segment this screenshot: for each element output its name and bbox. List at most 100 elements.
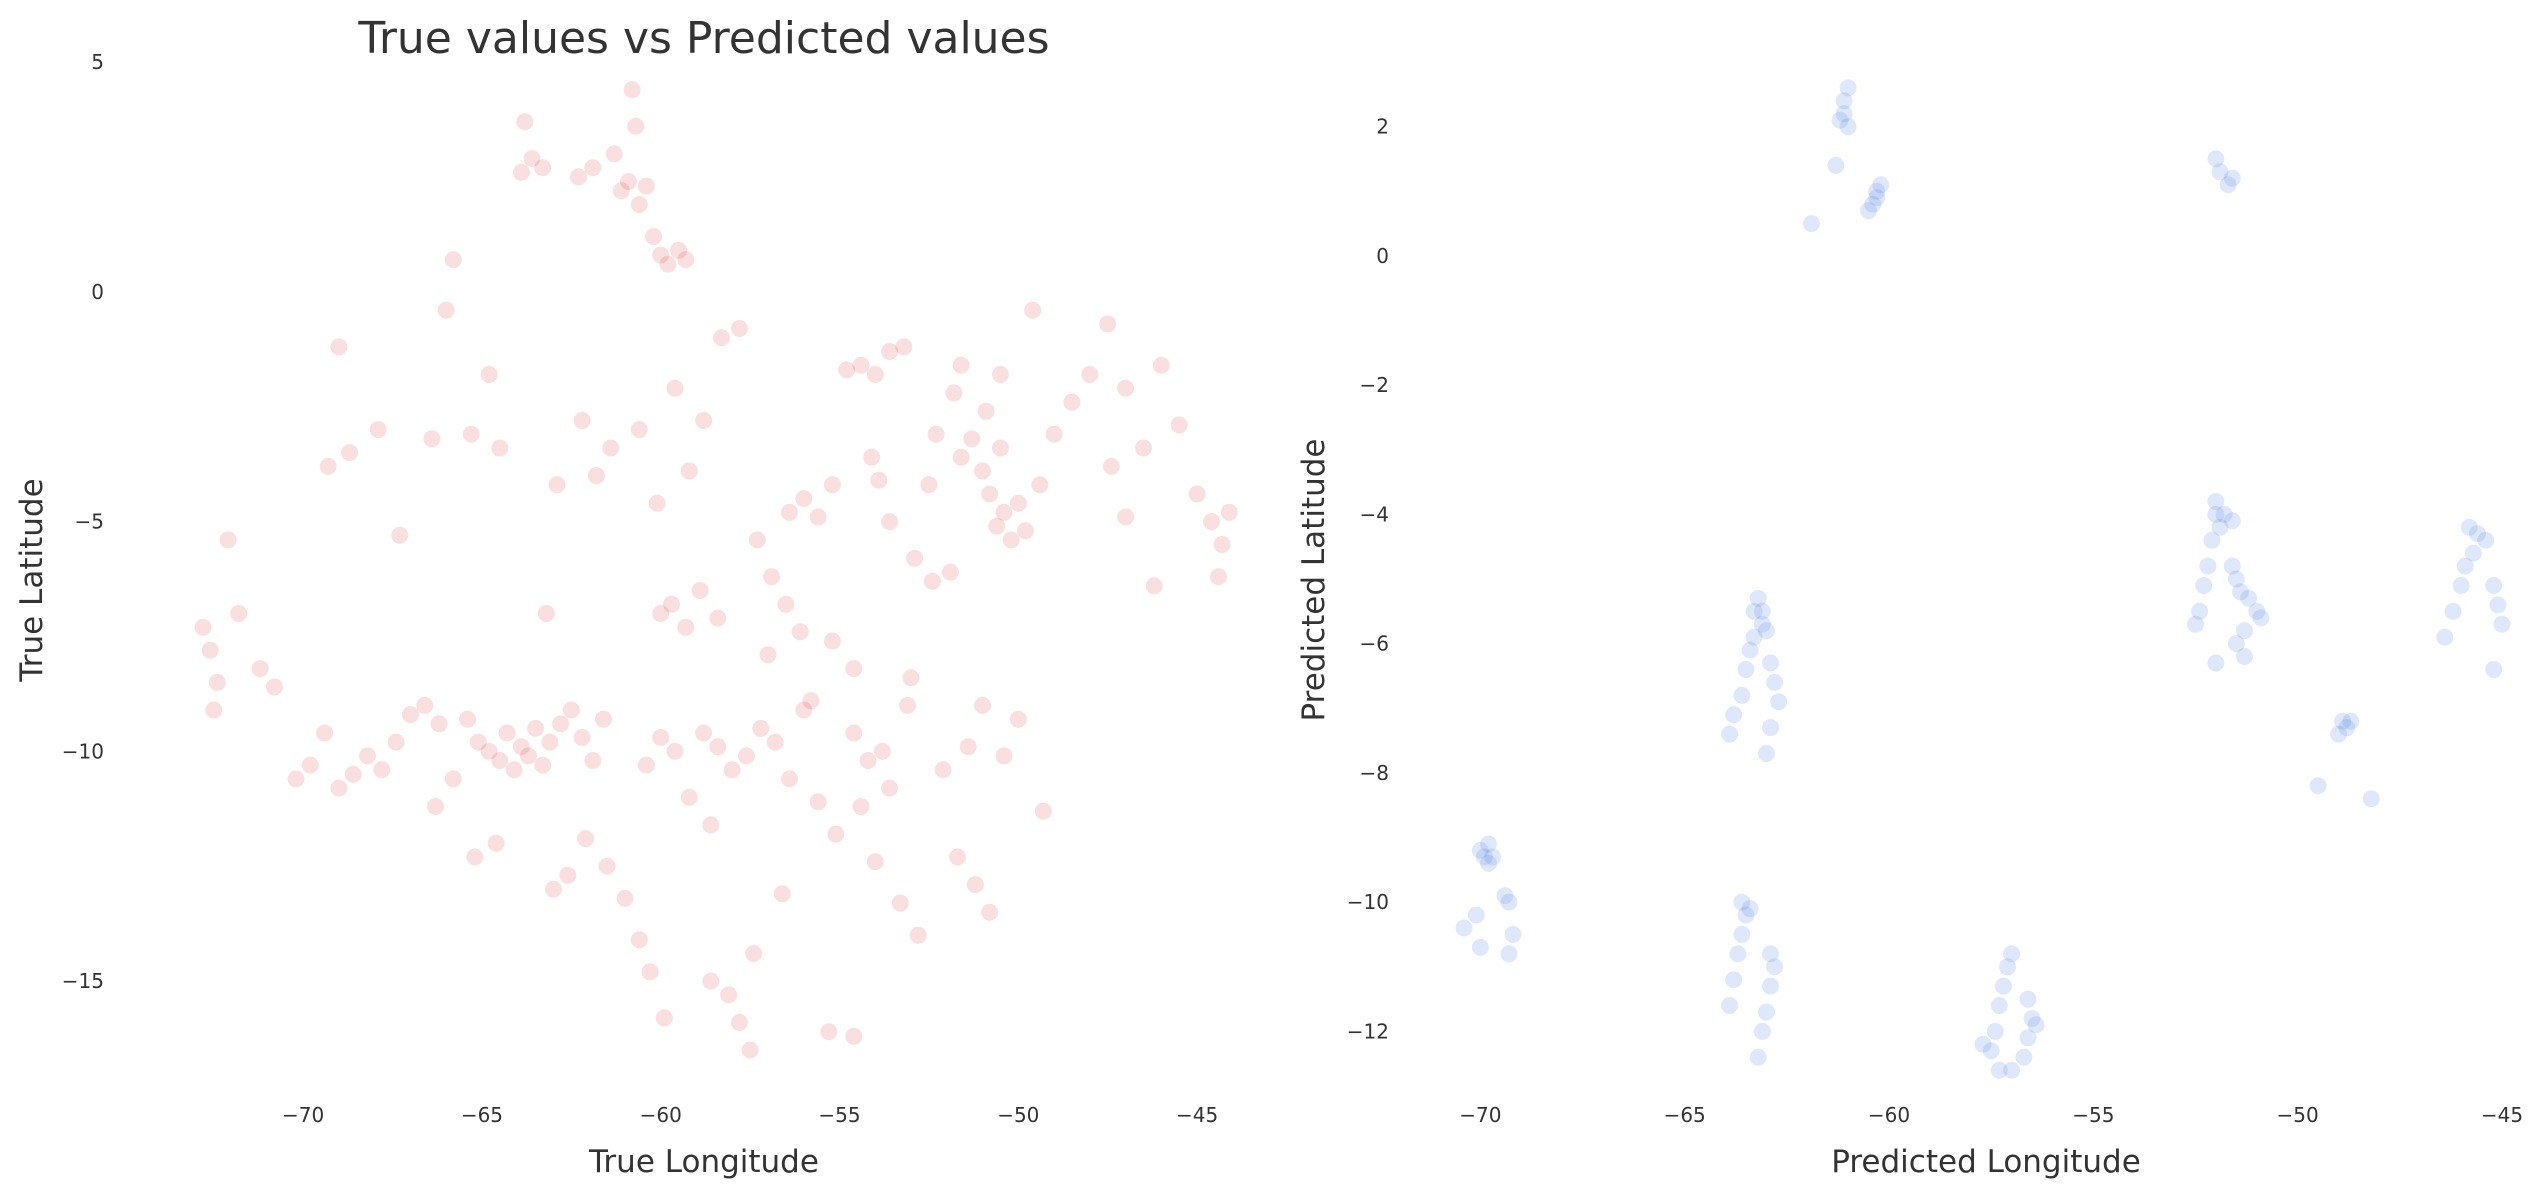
- scatter-point: [1467, 906, 1485, 924]
- scatter-point: [602, 439, 620, 457]
- scatter-point: [2469, 525, 2486, 543]
- x-tick-label: −70: [1459, 1103, 1501, 1127]
- scatter-point: [991, 439, 1009, 457]
- scatter-point: [2338, 719, 2356, 737]
- scatter-point: [301, 756, 319, 774]
- scatter-point: [1729, 945, 1747, 963]
- scatter-point: [730, 320, 748, 337]
- tick-labels: −70 −65 −60 −55 −50 −45 5 0 −5 −10 −15: [62, 50, 1218, 1127]
- scatter-point: [630, 196, 648, 213]
- scatter-point: [652, 729, 670, 746]
- scatter-point: [341, 444, 359, 462]
- scatter-point: [2019, 1029, 2037, 1047]
- scatter-point: [680, 788, 698, 806]
- scatter-point: [670, 241, 688, 259]
- scatter-point: [866, 853, 884, 871]
- scatter-point: [934, 761, 952, 779]
- scatter-point: [941, 563, 959, 581]
- scatter-point: [695, 724, 713, 742]
- scatter-point: [2489, 596, 2507, 614]
- scatter-point: [791, 623, 809, 641]
- scatter-point: [2444, 602, 2462, 620]
- scatter-point: [1749, 589, 1767, 607]
- scatter-point: [1733, 893, 1751, 911]
- scatter-point: [2464, 544, 2482, 562]
- scatter-point: [988, 517, 1006, 535]
- scatter-point: [559, 866, 577, 884]
- scatter-point: [663, 595, 680, 613]
- scatter-point: [781, 503, 798, 521]
- scatter-point: [330, 779, 348, 797]
- scatter-point: [2211, 163, 2229, 181]
- scatter-point: [1152, 356, 1170, 374]
- x-tick-label: −55: [2072, 1103, 2114, 1127]
- scatter-point: [1741, 641, 1759, 659]
- scatter-point: [891, 894, 909, 912]
- scatter-point: [219, 531, 237, 549]
- y-tick-label: −10: [1347, 890, 1389, 914]
- scatter-point: [1745, 602, 1763, 620]
- scatter-point: [1117, 508, 1135, 526]
- scatter-point: [469, 733, 487, 751]
- scatter-point: [584, 752, 602, 769]
- scatter-point: [1753, 602, 1771, 620]
- scatter-point: [498, 724, 516, 742]
- scatter-point: [627, 117, 645, 135]
- scatter-point: [1024, 301, 1042, 319]
- scatter-point: [909, 926, 927, 944]
- scatter-point: [752, 719, 770, 737]
- scatter-point: [1986, 1022, 2004, 1040]
- y-tick-label: −6: [1360, 632, 1389, 656]
- scatter-point: [1762, 719, 1779, 737]
- scatter-point: [981, 485, 999, 503]
- scatter-point: [677, 618, 695, 636]
- scatter-point: [287, 770, 305, 788]
- scatter-point: [1002, 531, 1020, 549]
- scatter-point: [1868, 182, 1886, 200]
- scatter-point: [666, 379, 684, 397]
- scatter-point: [2207, 150, 2225, 168]
- scatter-point: [266, 678, 283, 696]
- scatter-point: [1762, 945, 1779, 963]
- scatter-point: [2342, 712, 2360, 730]
- scatter-point: [1827, 156, 1845, 174]
- scatter-point: [1009, 710, 1027, 728]
- y-tick-label: −15: [62, 969, 104, 993]
- scatter-point: [866, 366, 884, 383]
- scatter-point: [2223, 557, 2241, 575]
- scatter-point: [2232, 583, 2249, 601]
- scatter-point: [459, 710, 477, 728]
- scatter-point: [605, 145, 623, 163]
- scatter-point: [598, 857, 616, 875]
- scatter-point: [194, 618, 212, 636]
- y-tick-label: −10: [62, 739, 104, 763]
- scatter-point: [2187, 615, 2204, 633]
- x-tick-label: −65: [461, 1103, 503, 1127]
- scatter-point: [1737, 661, 1755, 678]
- scatter-series: [1455, 79, 2511, 1079]
- scatter-point: [680, 462, 698, 480]
- scatter-point: [949, 848, 966, 866]
- scatter-point: [1725, 706, 1743, 724]
- x-axis-label: True Longitude: [588, 1144, 819, 1180]
- scatter-point: [863, 448, 881, 466]
- scatter-point: [1099, 315, 1117, 333]
- scatter-point: [745, 945, 763, 962]
- scatter-point: [1504, 925, 1522, 943]
- scatter-point: [545, 880, 562, 898]
- scatter-point: [730, 1014, 748, 1031]
- scatter-point: [570, 168, 587, 186]
- scatter-point: [802, 692, 820, 710]
- scatter-point: [537, 605, 555, 622]
- scatter-point: [655, 1009, 673, 1027]
- scatter-point: [1974, 1035, 1992, 1053]
- scatter-point: [1500, 945, 1518, 963]
- scatter-point: [695, 412, 713, 429]
- scatter-point: [2236, 622, 2253, 640]
- scatter-point: [759, 646, 777, 664]
- y-tick-label: −8: [1360, 761, 1389, 785]
- scatter-point: [630, 931, 648, 949]
- scatter-point: [2015, 1048, 2033, 1066]
- scatter-point: [795, 701, 813, 719]
- scatter-point: [548, 476, 566, 494]
